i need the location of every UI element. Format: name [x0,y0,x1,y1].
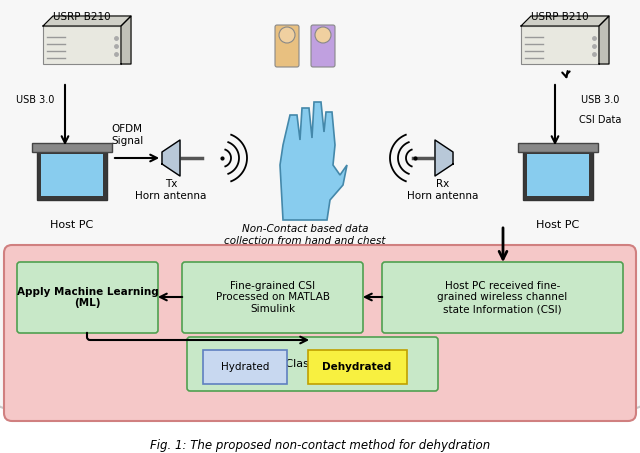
FancyBboxPatch shape [275,25,299,67]
Text: Host PC: Host PC [536,220,580,230]
FancyBboxPatch shape [17,262,158,333]
Polygon shape [162,140,180,176]
Text: CSI Data: CSI Data [579,115,621,125]
Text: Apply Machine Learning
(ML): Apply Machine Learning (ML) [17,287,158,308]
FancyBboxPatch shape [203,350,287,384]
Text: USRP B210: USRP B210 [53,12,111,22]
Polygon shape [599,16,609,64]
Polygon shape [43,16,131,26]
FancyBboxPatch shape [523,150,593,200]
FancyBboxPatch shape [187,337,438,391]
FancyBboxPatch shape [521,26,599,64]
Circle shape [315,27,331,43]
Text: Non-Contact based data
collection from hand and chest: Non-Contact based data collection from h… [224,224,386,246]
Polygon shape [280,102,347,220]
Text: Fig. 1: The proposed non-contact method for dehydration: Fig. 1: The proposed non-contact method … [150,439,490,452]
Polygon shape [521,16,609,26]
FancyBboxPatch shape [527,154,589,196]
FancyBboxPatch shape [4,245,636,421]
Text: USB 3.0: USB 3.0 [581,95,619,105]
Text: Host PC received fine-
grained wireless channel
state Information (CSI): Host PC received fine- grained wireless … [437,281,568,314]
Polygon shape [121,16,131,64]
Text: Fine-grained CSI
Processed on MATLAB
Simulink: Fine-grained CSI Processed on MATLAB Sim… [216,281,330,314]
FancyBboxPatch shape [182,262,363,333]
Text: ML Classification: ML Classification [266,359,359,369]
Text: USRP B210: USRP B210 [531,12,589,22]
FancyBboxPatch shape [0,0,640,408]
Circle shape [279,27,295,43]
Text: Dehydrated: Dehydrated [323,362,392,372]
Text: Tx
Horn antenna: Tx Horn antenna [135,179,207,201]
Text: Hydrated: Hydrated [221,362,269,372]
FancyBboxPatch shape [32,143,112,152]
FancyBboxPatch shape [37,150,107,200]
FancyBboxPatch shape [41,154,103,196]
Polygon shape [435,140,453,176]
Text: USB 3.0: USB 3.0 [16,95,54,105]
Text: Rx
Horn antenna: Rx Horn antenna [407,179,479,201]
FancyBboxPatch shape [308,350,407,384]
FancyBboxPatch shape [518,143,598,152]
FancyBboxPatch shape [382,262,623,333]
Text: Host PC: Host PC [51,220,93,230]
FancyBboxPatch shape [43,26,121,64]
FancyBboxPatch shape [311,25,335,67]
Text: OFDM
Signal: OFDM Signal [111,124,143,146]
